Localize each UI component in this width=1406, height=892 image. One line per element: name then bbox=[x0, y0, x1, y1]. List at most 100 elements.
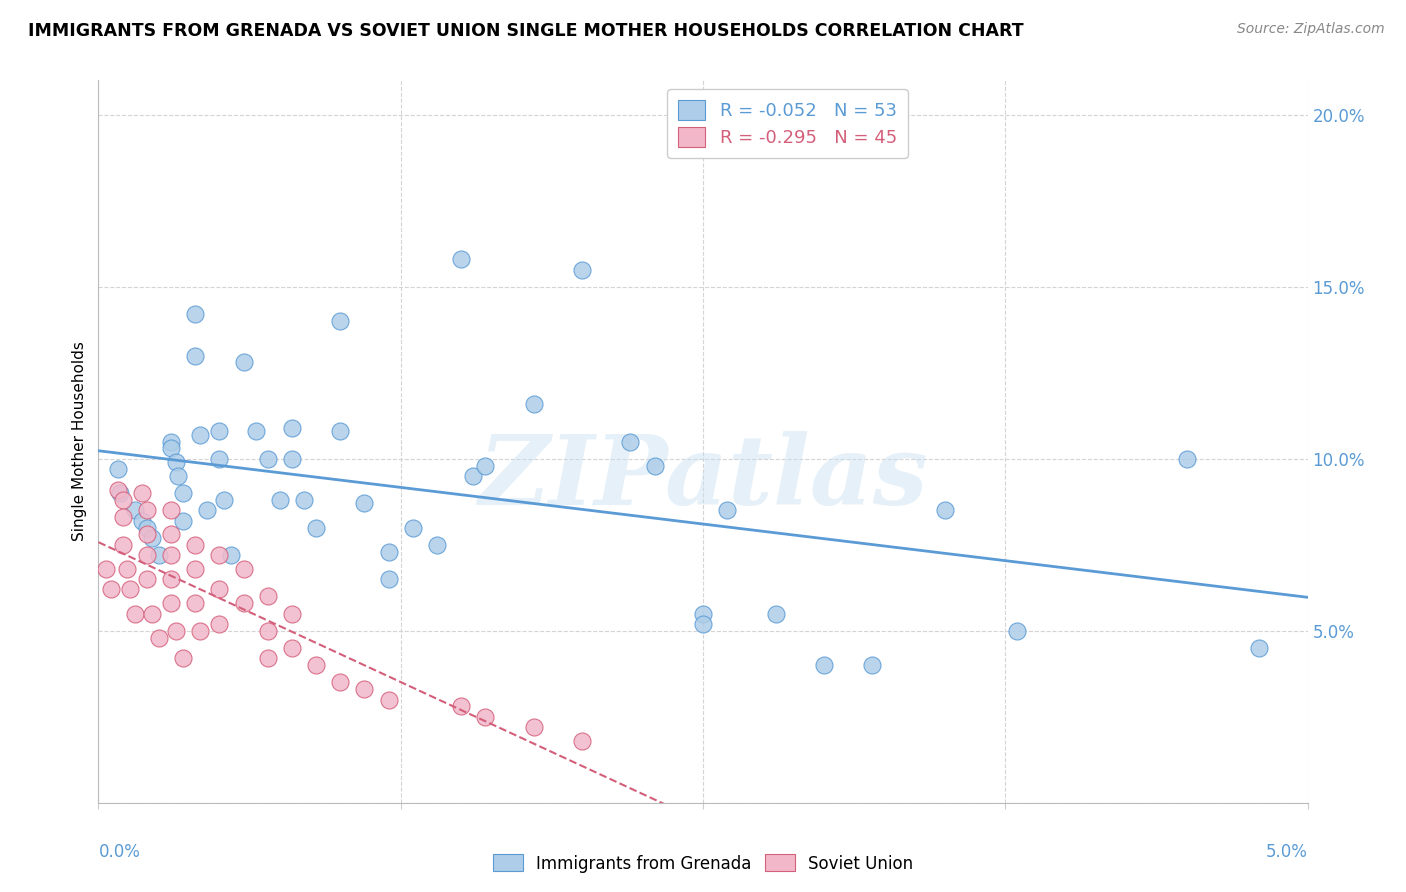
Point bbox=[165, 624, 187, 638]
Point bbox=[523, 720, 546, 734]
Point bbox=[256, 624, 278, 638]
Point bbox=[111, 510, 134, 524]
Point bbox=[281, 421, 304, 435]
Point bbox=[212, 493, 235, 508]
Point bbox=[765, 607, 787, 621]
Point bbox=[124, 607, 146, 621]
Point bbox=[188, 624, 211, 638]
Point bbox=[111, 493, 134, 508]
Point bbox=[184, 596, 207, 610]
Point bbox=[160, 596, 183, 610]
Point bbox=[256, 590, 278, 604]
Point bbox=[329, 424, 352, 438]
Point bbox=[269, 493, 291, 508]
Point bbox=[160, 548, 183, 562]
Point bbox=[160, 572, 183, 586]
Legend: R = -0.052   N = 53, R = -0.295   N = 45: R = -0.052 N = 53, R = -0.295 N = 45 bbox=[668, 89, 908, 158]
Point bbox=[463, 469, 485, 483]
Point bbox=[232, 596, 254, 610]
Point bbox=[716, 503, 738, 517]
Point bbox=[426, 538, 449, 552]
Point bbox=[118, 582, 141, 597]
Point bbox=[124, 503, 146, 517]
Text: IMMIGRANTS FROM GRENADA VS SOVIET UNION SINGLE MOTHER HOUSEHOLDS CORRELATION CHA: IMMIGRANTS FROM GRENADA VS SOVIET UNION … bbox=[28, 22, 1024, 40]
Point bbox=[172, 514, 194, 528]
Point bbox=[523, 397, 546, 411]
Point bbox=[208, 424, 231, 438]
Point bbox=[160, 527, 183, 541]
Point bbox=[111, 538, 134, 552]
Point bbox=[571, 734, 593, 748]
Point bbox=[644, 458, 666, 473]
Point bbox=[245, 424, 267, 438]
Point bbox=[860, 658, 883, 673]
Point bbox=[208, 616, 231, 631]
Point bbox=[305, 520, 328, 534]
Point bbox=[402, 520, 425, 534]
Point bbox=[135, 503, 157, 517]
Point bbox=[571, 262, 593, 277]
Point bbox=[377, 544, 399, 558]
Point bbox=[188, 427, 211, 442]
Point bbox=[160, 442, 183, 456]
Point bbox=[208, 451, 231, 466]
Point bbox=[474, 458, 496, 473]
Point bbox=[195, 503, 218, 517]
Point bbox=[692, 607, 714, 621]
Text: 5.0%: 5.0% bbox=[1265, 843, 1308, 861]
Point bbox=[813, 658, 835, 673]
Point bbox=[184, 538, 207, 552]
Point bbox=[329, 675, 352, 690]
Point bbox=[934, 503, 956, 517]
Point bbox=[232, 355, 254, 369]
Point bbox=[474, 710, 496, 724]
Point bbox=[1175, 451, 1198, 466]
Point bbox=[1249, 640, 1271, 655]
Point bbox=[160, 503, 183, 517]
Point bbox=[172, 651, 194, 665]
Text: Source: ZipAtlas.com: Source: ZipAtlas.com bbox=[1237, 22, 1385, 37]
Point bbox=[107, 483, 129, 497]
Point bbox=[141, 531, 163, 545]
Point bbox=[221, 548, 243, 562]
Point bbox=[172, 486, 194, 500]
Point bbox=[141, 607, 163, 621]
Point bbox=[148, 631, 170, 645]
Point bbox=[135, 572, 157, 586]
Point bbox=[117, 562, 139, 576]
Point bbox=[131, 486, 153, 500]
Point bbox=[208, 548, 231, 562]
Point bbox=[256, 451, 278, 466]
Point bbox=[619, 434, 641, 449]
Point bbox=[184, 307, 207, 321]
Point bbox=[107, 462, 129, 476]
Point bbox=[281, 451, 304, 466]
Point bbox=[108, 486, 131, 500]
Point bbox=[208, 582, 231, 597]
Point bbox=[281, 607, 304, 621]
Point bbox=[131, 514, 153, 528]
Y-axis label: Single Mother Households: Single Mother Households bbox=[72, 342, 87, 541]
Text: ZIPatlas: ZIPatlas bbox=[478, 431, 928, 524]
Point bbox=[165, 455, 187, 469]
Point bbox=[135, 548, 157, 562]
Text: 0.0%: 0.0% bbox=[98, 843, 141, 861]
Point bbox=[353, 496, 375, 510]
Point bbox=[135, 527, 157, 541]
Point bbox=[292, 493, 315, 508]
Point bbox=[160, 434, 183, 449]
Legend: Immigrants from Grenada, Soviet Union: Immigrants from Grenada, Soviet Union bbox=[486, 847, 920, 880]
Point bbox=[256, 651, 278, 665]
Point bbox=[100, 582, 122, 597]
Point bbox=[167, 469, 190, 483]
Point bbox=[281, 640, 304, 655]
Point bbox=[377, 692, 399, 706]
Point bbox=[184, 562, 207, 576]
Point bbox=[94, 562, 117, 576]
Point bbox=[353, 682, 375, 697]
Point bbox=[305, 658, 328, 673]
Point bbox=[135, 520, 157, 534]
Point bbox=[692, 616, 714, 631]
Point bbox=[450, 699, 472, 714]
Point bbox=[232, 562, 254, 576]
